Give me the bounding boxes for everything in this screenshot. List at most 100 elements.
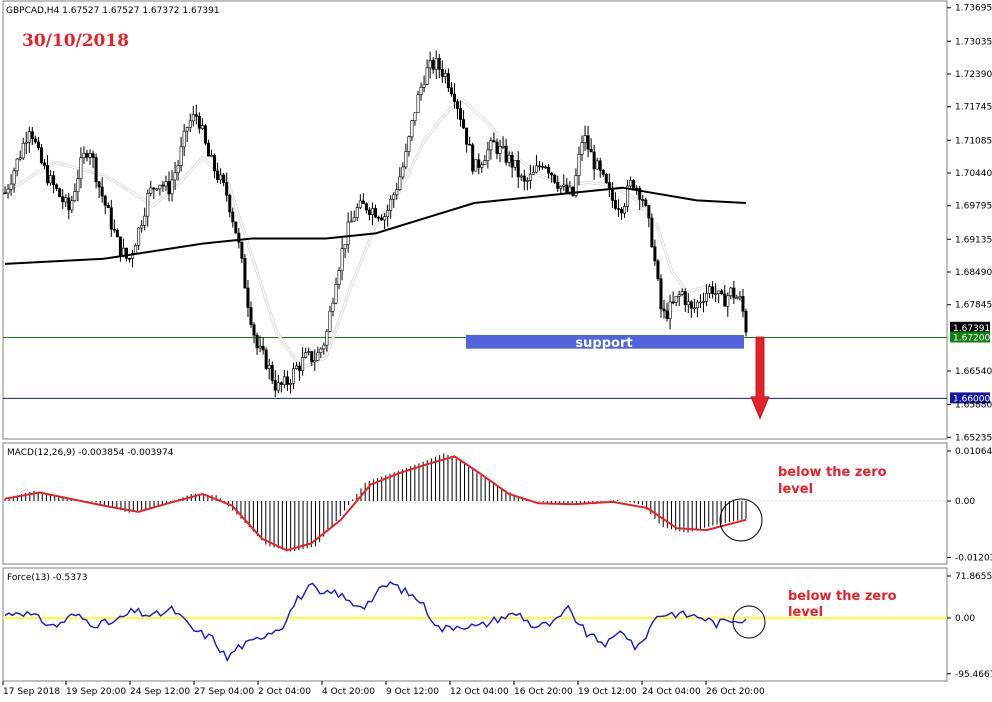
candle-body [210, 155, 214, 157]
time-tick-label: 24 Oct 04:00 [642, 687, 701, 697]
candle-body [355, 207, 359, 218]
candle-body [729, 287, 733, 297]
candle-body [170, 179, 174, 195]
candle-body [76, 178, 80, 193]
candle-body [465, 127, 469, 145]
candle-body [6, 188, 10, 194]
candle-body [738, 296, 742, 299]
candle-body [455, 101, 459, 109]
axis-layer: 1.73695 1.73035 1.72390 1.71745 1.71085 1.704… [2, 4, 992, 697]
candle-body [131, 252, 135, 259]
candle-body [24, 141, 28, 144]
candle-body [616, 208, 620, 210]
candle-body [39, 147, 43, 164]
candle-body [480, 164, 484, 168]
candle-body [173, 172, 177, 181]
candle-body [708, 286, 712, 294]
candle-body [310, 351, 314, 363]
candle-body [443, 73, 447, 77]
candle-body [276, 382, 280, 391]
candle-body [474, 159, 478, 172]
candle-body [206, 142, 210, 157]
candle-body [471, 144, 475, 172]
candle-body [164, 181, 168, 187]
candle-body [395, 189, 399, 196]
candle-body [380, 217, 384, 221]
candle-body [589, 148, 593, 153]
candle-body [607, 182, 611, 189]
candle-body [128, 258, 132, 260]
candle-body [12, 170, 16, 185]
candle-body [137, 227, 141, 246]
candle-body [580, 142, 584, 155]
candle-body [237, 232, 241, 243]
candle-body [723, 293, 727, 307]
candle-body [264, 349, 268, 369]
price-tag: 1.67391 [953, 324, 990, 334]
candle-body [449, 87, 453, 95]
candle-body [88, 153, 92, 158]
candle-body [544, 166, 548, 169]
candle-body [146, 193, 150, 217]
candle-body [440, 69, 444, 77]
time-tick-label: 27 Sep 04:00 [194, 687, 254, 697]
candle-body [386, 210, 390, 217]
candle-body [383, 216, 387, 221]
candle-body [507, 154, 511, 163]
candle-body [261, 345, 265, 351]
candle-body [489, 140, 493, 151]
candle-body [255, 334, 259, 349]
candle-body [55, 184, 59, 189]
candle-body [109, 207, 113, 230]
candle-body [97, 181, 101, 188]
candle-body [662, 308, 666, 312]
price-tick-label: 1.66540 [955, 367, 992, 377]
candle-body [46, 165, 50, 184]
candle-body [629, 180, 633, 187]
candle-body [559, 185, 563, 189]
support-zone [466, 334, 744, 349]
candle-body [94, 157, 98, 183]
price-panel [2, 0, 948, 440]
candle-body [698, 301, 702, 304]
candle-body [404, 151, 408, 168]
candle-body [161, 184, 165, 187]
force-highlight-circle [732, 605, 766, 639]
macd-tick-label: 0.00 [955, 497, 975, 507]
candle-body [711, 286, 715, 295]
candle-body [689, 301, 693, 309]
candle-body [525, 180, 529, 182]
candle-body [501, 145, 505, 148]
price-header: GBPCAD,H4 1.67527 1.67527 1.67372 1.6739… [6, 6, 220, 16]
candle-body [358, 200, 362, 208]
candle-body [586, 135, 590, 150]
candle-body [328, 310, 332, 332]
candle-body [307, 351, 311, 353]
candle-body [367, 209, 371, 215]
candle-body [298, 365, 302, 371]
candle-body [568, 186, 572, 193]
candle-body [121, 247, 125, 256]
force-tick-label: -95.4667 [955, 670, 992, 680]
candle-body [243, 258, 247, 289]
candle-body [240, 241, 244, 259]
candle-body [701, 301, 705, 303]
candle-body [258, 345, 262, 349]
candle-body [562, 184, 566, 187]
candle-body [556, 182, 560, 189]
candle-body [200, 125, 204, 129]
candle-body [732, 287, 736, 299]
candle-body [67, 197, 71, 211]
candle-body [70, 200, 74, 211]
macd-note-line1: below the zero [778, 465, 887, 480]
candle-body [194, 114, 198, 117]
candle-body [304, 352, 308, 358]
candle-body [82, 153, 86, 158]
candle-body [3, 192, 7, 195]
candle-body [112, 228, 116, 231]
candle-body [292, 368, 296, 384]
candle-body [15, 158, 19, 172]
force-note-line1: below the zero [788, 589, 897, 604]
macd-highlight-circle [719, 498, 763, 542]
